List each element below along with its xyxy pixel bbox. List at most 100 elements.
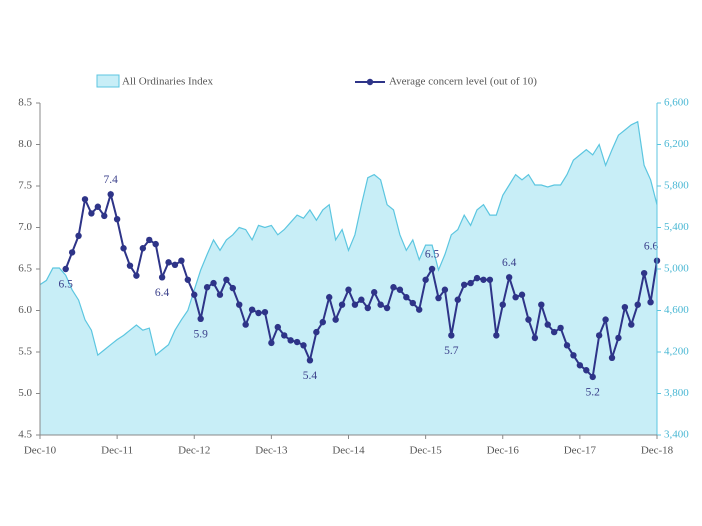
marker: [454, 296, 461, 303]
legend-marker: [366, 78, 374, 86]
marker: [332, 316, 339, 323]
x-tick-label: Dec-10: [24, 445, 57, 457]
marker: [171, 261, 179, 269]
y-tick-label: 8.5: [18, 97, 32, 109]
marker: [441, 286, 449, 293]
marker: [647, 299, 654, 306]
marker: [274, 323, 282, 331]
marker: [486, 276, 494, 283]
marker: [120, 245, 127, 252]
marker: [338, 301, 346, 308]
marker: [75, 232, 82, 239]
marker: [602, 316, 609, 323]
marker: [583, 367, 590, 374]
marker: [210, 279, 217, 287]
marker: [351, 301, 359, 308]
marker: [467, 279, 474, 287]
marker: [390, 284, 397, 291]
marker: [493, 332, 500, 339]
marker: [448, 332, 455, 339]
data-label: 6.4: [502, 257, 517, 269]
y2-tick-label: 6,600: [664, 97, 689, 109]
data-label: 6.6: [644, 240, 659, 252]
y2-tick-label: 3,400: [664, 429, 689, 441]
marker: [101, 212, 108, 220]
marker: [287, 337, 294, 344]
y-tick-label: 6.5: [18, 263, 32, 275]
marker: [563, 342, 571, 349]
marker: [133, 272, 140, 279]
y2-tick-label: 5,000: [664, 263, 689, 275]
marker: [435, 294, 442, 302]
marker: [570, 352, 577, 359]
marker: [608, 354, 616, 362]
data-label: 5.7: [444, 345, 459, 357]
data-label: 5.2: [586, 387, 601, 399]
marker: [146, 236, 153, 244]
marker: [628, 321, 635, 328]
marker: [538, 301, 545, 308]
marker: [158, 274, 166, 281]
marker: [396, 286, 404, 293]
y2-tick-label: 4,600: [664, 304, 689, 316]
marker: [640, 269, 648, 277]
y-tick-label: 5.0: [18, 387, 32, 399]
legend-label: All Ordinaries Index: [122, 76, 214, 88]
marker: [544, 321, 551, 328]
y-tick-label: 5.5: [18, 346, 32, 358]
marker: [107, 191, 114, 198]
x-tick-label: Dec-17: [564, 445, 597, 457]
marker: [415, 306, 423, 313]
x-tick-label: Dec-14: [332, 445, 365, 457]
y2-tick-label: 3,800: [664, 387, 689, 399]
marker: [505, 274, 513, 281]
marker: [88, 210, 95, 217]
marker: [428, 265, 436, 273]
marker: [409, 299, 416, 307]
marker: [345, 286, 352, 293]
marker: [139, 245, 147, 252]
marker: [68, 249, 76, 256]
marker: [473, 274, 481, 282]
marker: [313, 328, 320, 336]
marker: [306, 357, 314, 364]
data-label: 5.9: [193, 328, 208, 340]
marker: [152, 240, 159, 248]
marker: [531, 334, 539, 342]
marker: [248, 306, 256, 313]
marker: [261, 308, 269, 316]
y-tick-label: 7.0: [18, 221, 32, 233]
marker: [595, 332, 603, 339]
marker: [216, 291, 224, 298]
marker: [165, 259, 172, 266]
marker: [197, 315, 204, 322]
area: [40, 121, 657, 435]
marker: [383, 304, 391, 312]
marker: [62, 265, 69, 273]
marker: [255, 309, 262, 317]
marker: [576, 362, 584, 369]
x-tick-label: Dec-12: [178, 445, 210, 457]
y-tick-label: 8.0: [18, 138, 32, 150]
marker: [512, 294, 519, 301]
y-tick-label: 6.0: [18, 304, 32, 316]
marker: [499, 301, 506, 308]
marker: [615, 334, 622, 342]
data-label: 5.4: [303, 370, 318, 382]
marker: [242, 321, 249, 328]
marker: [319, 318, 326, 326]
area-outline: [39, 120, 658, 357]
marker: [326, 294, 333, 301]
x-tick-label: Dec-15: [409, 445, 442, 457]
legend-swatch: [96, 74, 120, 88]
marker: [525, 316, 532, 323]
marker: [518, 291, 526, 298]
marker: [281, 332, 288, 339]
x-tick-label: Dec-13: [255, 445, 288, 457]
y-tick-label: 4.5: [18, 429, 32, 441]
y2-tick-label: 4,200: [664, 346, 689, 358]
marker: [422, 276, 429, 283]
y2-tick-label: 5,800: [664, 180, 689, 192]
legend-label: Average concern level (out of 10): [389, 76, 537, 88]
